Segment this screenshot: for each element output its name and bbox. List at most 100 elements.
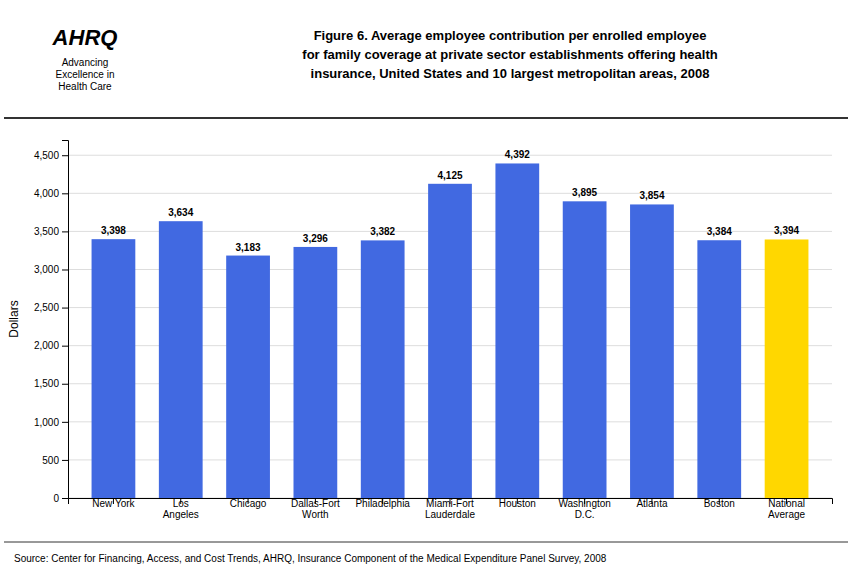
text-line: Lauderdale — [425, 509, 475, 520]
bars — [92, 163, 809, 498]
tick-mark — [62, 498, 68, 499]
tick-label: Philadelphia — [355, 498, 410, 509]
bar — [293, 247, 337, 498]
tick-mark — [62, 231, 68, 232]
tick-label: 4,500 — [34, 150, 59, 161]
text-line: Philadelphia — [355, 498, 410, 509]
tick-label: Houston — [499, 498, 536, 509]
tick-label: Dallas-FortWorth — [291, 498, 340, 520]
data-label: 3,394 — [774, 225, 799, 236]
tick: 3,000 — [34, 264, 68, 275]
tick-mark — [62, 460, 68, 461]
tick: NationalAverage — [768, 498, 806, 520]
y-axis: 0 500 1,000 1,500 2,000 2,500 3,000 3,500 4,000 4… — [34, 141, 69, 504]
text-line: Boston — [704, 498, 735, 509]
tick-label: Boston — [704, 498, 735, 509]
bar — [159, 221, 203, 498]
tick: 1,500 — [34, 378, 68, 389]
data-label: 3,382 — [370, 226, 395, 237]
data-labels: 3,3983,6343,1833,2963,3824,1254,3923,895… — [101, 149, 800, 252]
data-label: 4,392 — [505, 149, 530, 160]
text-line: Los — [173, 498, 189, 509]
tick: New York — [92, 498, 135, 509]
tick-label: LosAngeles — [163, 498, 199, 520]
tick-label: Chicago — [230, 498, 267, 509]
text-line: Advancing — [62, 57, 109, 68]
text-line: Health Care — [58, 81, 112, 92]
tick: Houston — [499, 498, 536, 509]
tick-label: WashingtonD.C. — [558, 498, 610, 520]
tick: 2,000 — [34, 340, 68, 351]
x-axis: New York LosAngeles Chicago Dallas-FortWort… — [69, 498, 833, 520]
bar — [563, 201, 607, 498]
data-label: 3,895 — [572, 187, 597, 198]
text-line: insurance, United States and 10 largest … — [311, 66, 710, 81]
text-line: Figure 6. Average employee contribution … — [314, 28, 707, 43]
text-line: National — [768, 498, 805, 509]
tick-label: New York — [92, 498, 135, 509]
text-line: Atlanta — [636, 498, 668, 509]
tick-mark — [62, 346, 68, 347]
tick-mark — [62, 269, 68, 270]
text-line: Miami-Fort — [426, 498, 474, 509]
axis-line — [62, 141, 69, 499]
source: Source: Center for Financing, Access, an… — [14, 553, 607, 564]
text-line: Washington — [558, 498, 610, 509]
tick-label: 2,000 — [34, 340, 59, 351]
text-line: Chicago — [230, 498, 267, 509]
tick-label: Miami-FortLauderdale — [425, 498, 475, 520]
tick-label: NationalAverage — [768, 498, 806, 520]
tick: 3,500 — [34, 226, 68, 237]
text-line: D.C. — [575, 509, 595, 520]
tick: 2,500 — [34, 302, 68, 313]
tick: WashingtonD.C. — [558, 498, 610, 520]
tick-mark — [62, 308, 68, 309]
tick: LosAngeles — [163, 498, 199, 520]
tick: Atlanta — [636, 498, 668, 509]
bar — [697, 240, 741, 498]
chart: Figure 6. Average employee contribution … — [0, 0, 852, 576]
data-label: 3,398 — [101, 225, 126, 236]
grid — [68, 155, 832, 498]
tick: Boston — [704, 498, 735, 509]
tick: 1,000 — [34, 417, 68, 428]
bar — [765, 239, 809, 498]
tick: 4,500 — [34, 150, 68, 161]
data-label: 3,296 — [303, 233, 328, 244]
tick: Miami-FortLauderdale — [425, 498, 475, 520]
text-line: Excellence in — [56, 69, 115, 80]
logo-subtext: AdvancingExcellence inHealth Care — [56, 57, 115, 92]
tick: 4,000 — [34, 188, 68, 199]
tick-mark — [62, 193, 68, 194]
tick-label: 1,000 — [34, 417, 59, 428]
bar — [495, 163, 539, 498]
tick: Dallas-FortWorth — [291, 498, 340, 520]
grid-line — [68, 155, 832, 156]
tick-label: 2,500 — [34, 302, 59, 313]
tick-mark — [62, 155, 68, 156]
logo-text: AHRQ — [52, 25, 118, 50]
bar — [92, 239, 136, 498]
tick-label: 3,500 — [34, 226, 59, 237]
tick-mark — [62, 384, 68, 385]
tick-label: 4,000 — [34, 188, 59, 199]
tick-label: 1,500 — [34, 378, 59, 389]
separator — [4, 542, 848, 543]
tick-label: Atlanta — [636, 498, 668, 509]
text-line: Angeles — [163, 509, 199, 520]
data-label: 3,183 — [236, 242, 261, 253]
data-label: 3,854 — [639, 190, 664, 201]
data-label: 3,634 — [168, 207, 193, 218]
tick-label: 500 — [42, 455, 59, 466]
text-line: New York — [92, 498, 135, 509]
text-line: Worth — [302, 509, 329, 520]
bar — [630, 204, 674, 498]
plot: 3,3983,6343,1833,2963,3824,1254,3923,895… — [34, 141, 833, 521]
bar — [226, 256, 270, 498]
tick: 0 — [53, 493, 68, 504]
text-line: Dallas-Fort — [291, 498, 340, 509]
tick-mark — [62, 422, 68, 423]
tick-label: 3,000 — [34, 264, 59, 275]
separator — [4, 117, 848, 119]
text-line: for family coverage at private sector es… — [302, 47, 717, 62]
